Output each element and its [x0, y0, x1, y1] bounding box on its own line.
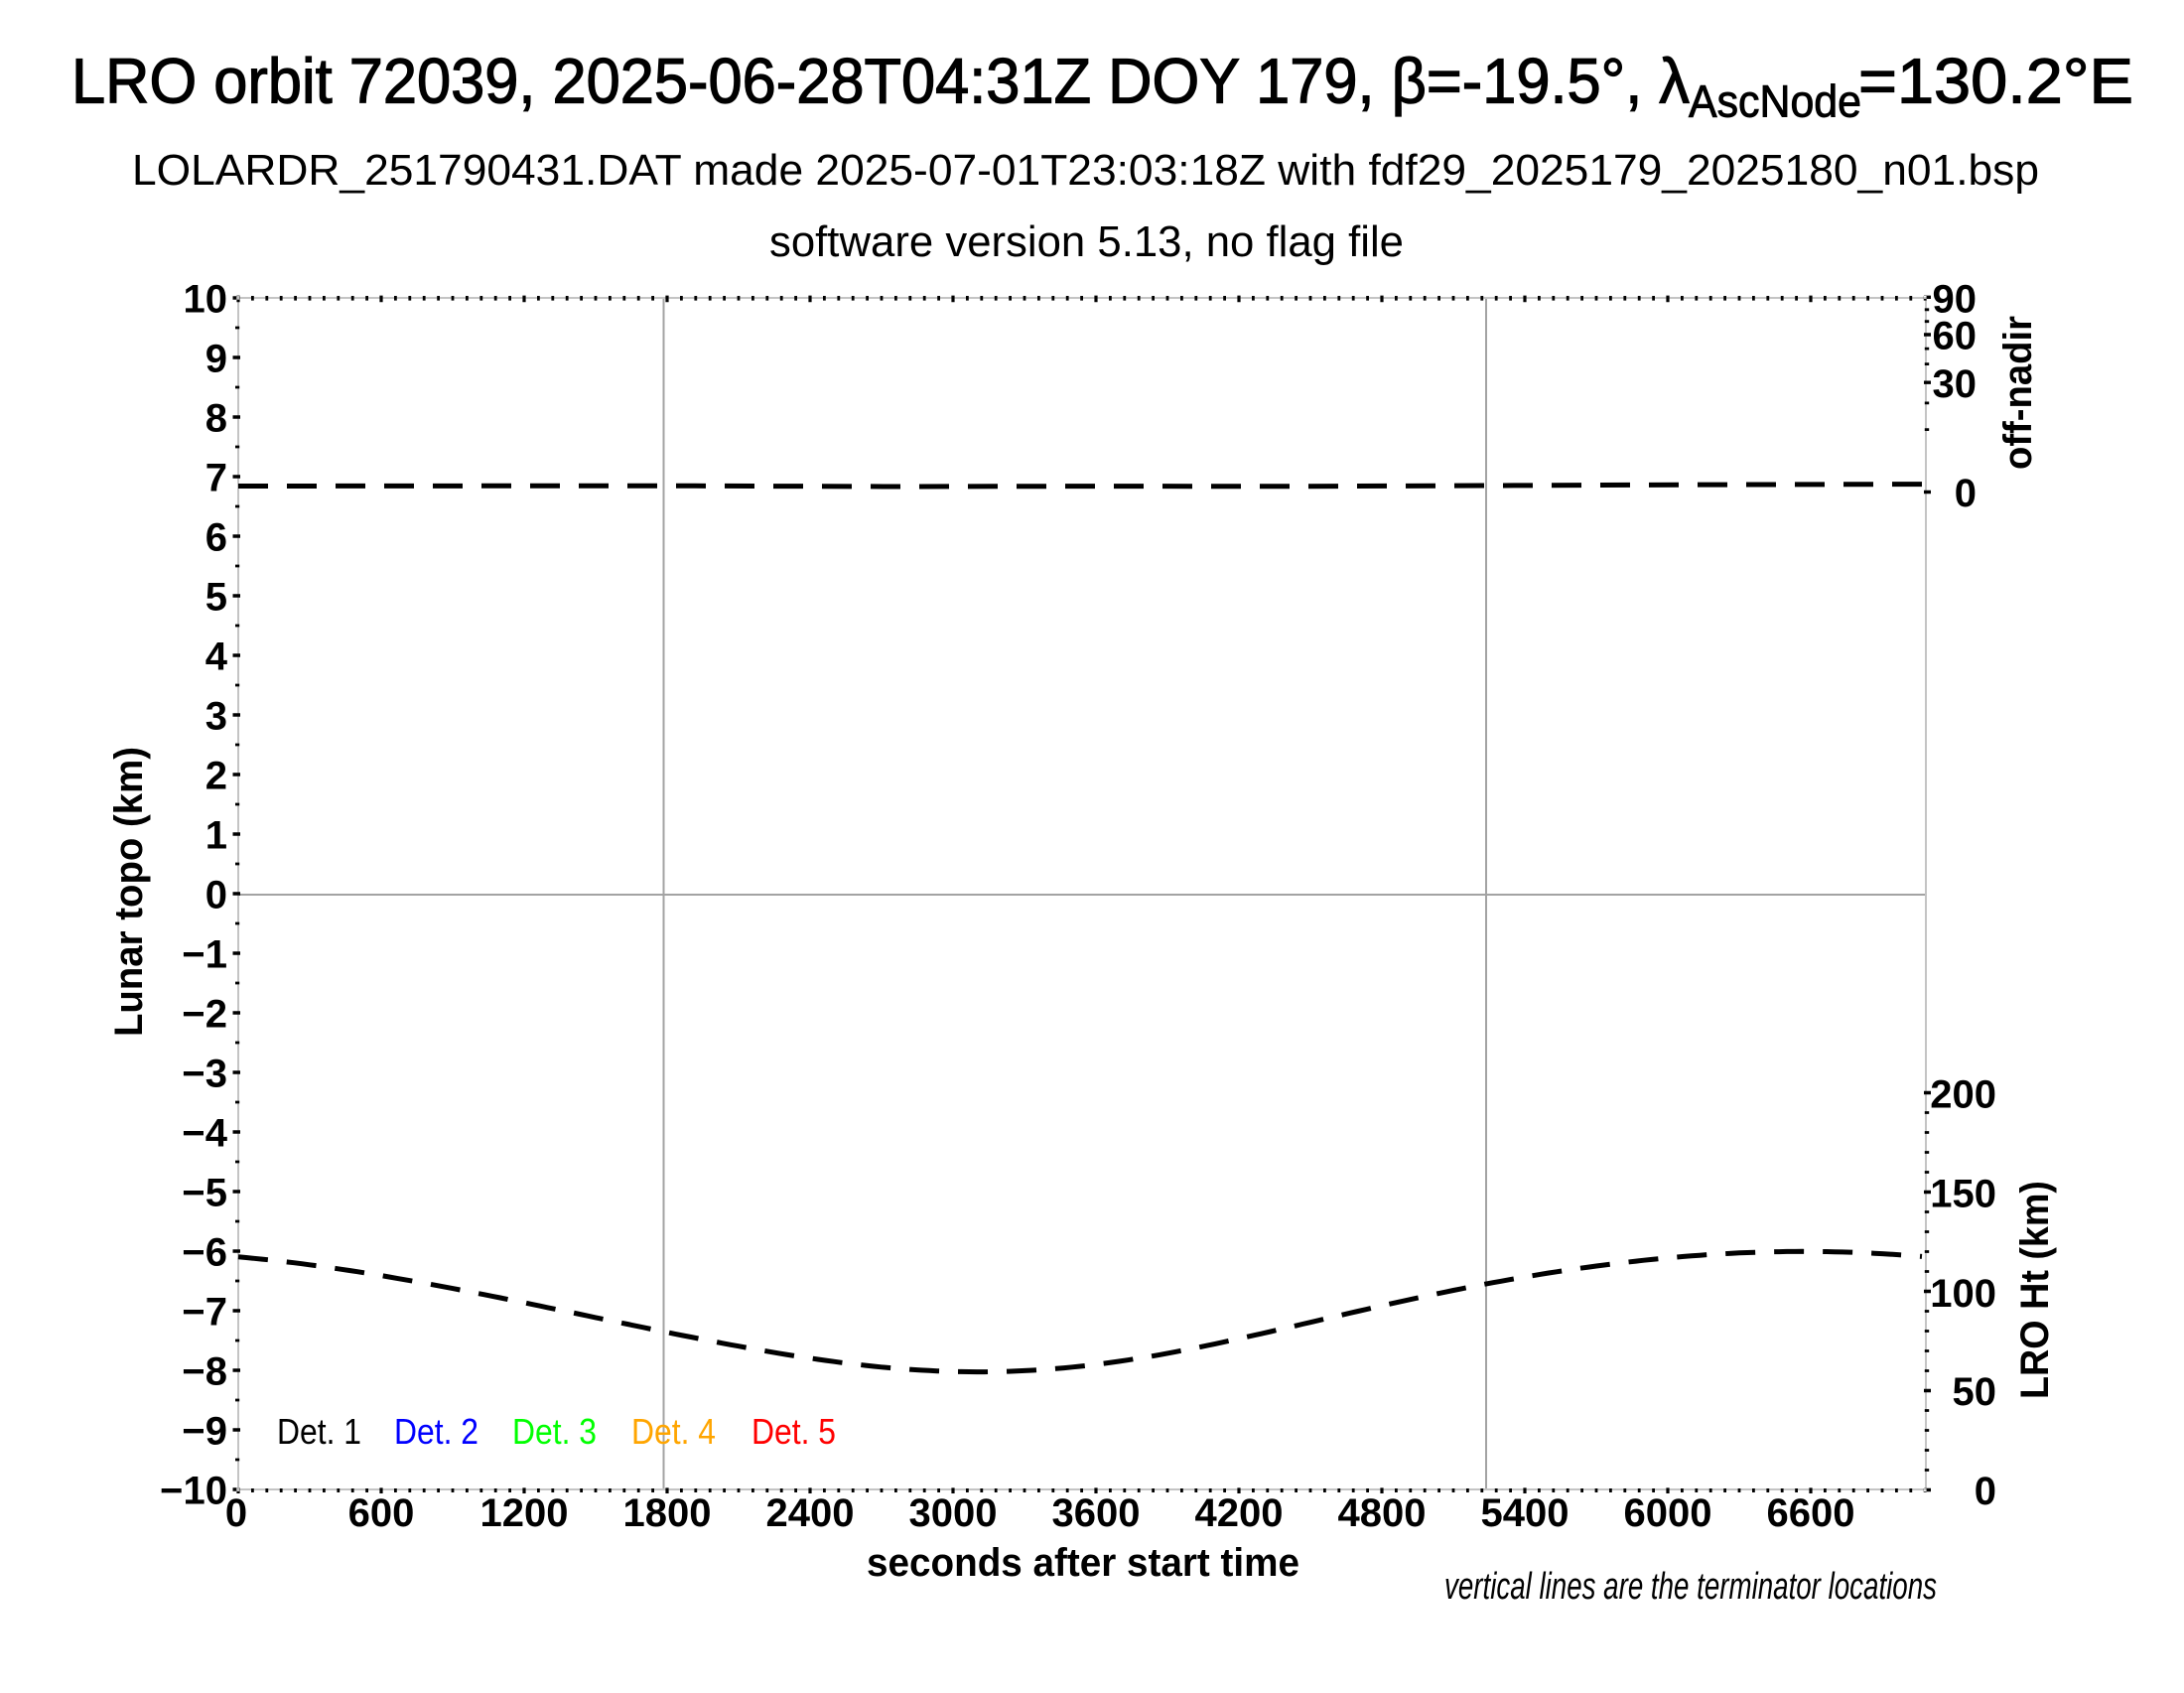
- svg-text:−8: −8: [182, 1350, 227, 1394]
- svg-text:LOLARDR_251790431.DAT made 202: LOLARDR_251790431.DAT made 2025-07-01T23…: [132, 146, 2039, 195]
- svg-text:6000: 6000: [1624, 1491, 1712, 1535]
- svg-text:Det. 1: Det. 1: [277, 1411, 361, 1452]
- svg-text:Det. 3: Det. 3: [512, 1411, 597, 1452]
- svg-text:AscNode: AscNode: [1689, 76, 1861, 127]
- svg-text:Lunar topo (km): Lunar topo (km): [107, 747, 151, 1037]
- svg-text:−5: −5: [182, 1172, 227, 1215]
- svg-text:10: 10: [184, 278, 228, 322]
- svg-text:−9: −9: [182, 1410, 227, 1454]
- svg-text:Det. 4: Det. 4: [631, 1411, 716, 1452]
- svg-text:3600: 3600: [1052, 1491, 1141, 1535]
- svg-text:2: 2: [205, 755, 227, 798]
- svg-text:off-nadir: off-nadir: [1996, 316, 2040, 470]
- svg-text:vertical lines are the termina: vertical lines are the terminator locati…: [1444, 1566, 1937, 1608]
- svg-text:4200: 4200: [1195, 1491, 1284, 1535]
- svg-text:6600: 6600: [1767, 1491, 1855, 1535]
- svg-text:7: 7: [205, 457, 227, 500]
- svg-text:LRO orbit 72039, 2025-06-28T04: LRO orbit 72039, 2025-06-28T04:31Z DOY 1…: [71, 45, 1690, 116]
- svg-text:200: 200: [1930, 1073, 1996, 1117]
- svg-text:−1: −1: [182, 933, 227, 977]
- svg-text:50: 50: [1953, 1370, 1997, 1414]
- svg-text:−4: −4: [182, 1112, 227, 1156]
- svg-text:−3: −3: [182, 1053, 227, 1096]
- svg-text:1800: 1800: [623, 1491, 712, 1535]
- svg-text:90: 90: [1933, 278, 1978, 322]
- svg-text:1200: 1200: [480, 1491, 569, 1535]
- svg-text:0: 0: [225, 1491, 247, 1535]
- svg-text:100: 100: [1930, 1272, 1996, 1316]
- svg-text:600: 600: [348, 1491, 415, 1535]
- svg-text:4800: 4800: [1338, 1491, 1427, 1535]
- svg-text:−10: −10: [160, 1470, 227, 1513]
- svg-text:0: 0: [1975, 1470, 1996, 1513]
- svg-text:3: 3: [205, 695, 227, 739]
- svg-text:150: 150: [1930, 1173, 1996, 1216]
- svg-text:6: 6: [205, 516, 227, 560]
- svg-text:9: 9: [205, 338, 227, 381]
- svg-text:2400: 2400: [766, 1491, 855, 1535]
- svg-text:60: 60: [1933, 315, 1978, 358]
- svg-text:seconds after start time: seconds after start time: [867, 1541, 1299, 1585]
- svg-text:1: 1: [205, 814, 227, 858]
- svg-text:LRO Ht (km): LRO Ht (km): [2013, 1181, 2057, 1399]
- svg-text:0: 0: [205, 874, 227, 917]
- svg-text:=130.2°E: =130.2°E: [1858, 45, 2133, 116]
- svg-text:Det. 5: Det. 5: [751, 1411, 836, 1452]
- svg-text:3000: 3000: [909, 1491, 998, 1535]
- svg-text:−2: −2: [182, 993, 227, 1037]
- svg-text:4: 4: [205, 635, 228, 679]
- svg-text:8: 8: [205, 397, 227, 441]
- svg-text:−7: −7: [182, 1291, 227, 1335]
- svg-text:−6: −6: [182, 1231, 227, 1275]
- svg-text:Det. 2: Det. 2: [394, 1411, 478, 1452]
- svg-text:5400: 5400: [1481, 1491, 1570, 1535]
- svg-text:software version 5.13, no flag: software version 5.13, no flag file: [769, 217, 1404, 266]
- svg-text:0: 0: [1955, 472, 1977, 515]
- svg-text:30: 30: [1933, 362, 1978, 406]
- svg-text:5: 5: [205, 576, 227, 620]
